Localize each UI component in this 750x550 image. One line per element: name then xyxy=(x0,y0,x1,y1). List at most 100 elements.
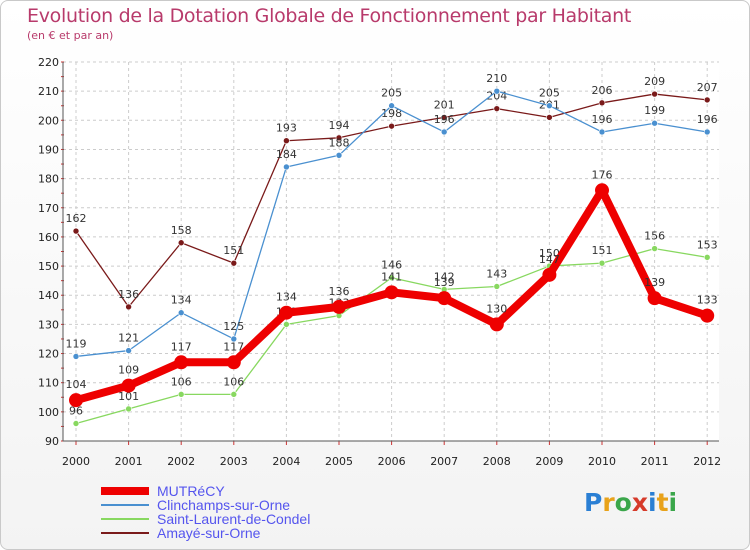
x-tick-label: 2012 xyxy=(693,455,721,468)
data-point-amay-sur-orne xyxy=(230,259,238,267)
logo-letter: i xyxy=(668,488,678,517)
data-label-saint-laurent-de-condel: 156 xyxy=(644,230,665,243)
x-tick-label: 2007 xyxy=(430,455,458,468)
data-point-mutr-cy xyxy=(700,308,715,323)
data-point-clinchamps-sur-orne xyxy=(125,347,132,354)
x-tick-label: 2006 xyxy=(378,455,406,468)
data-point-mutr-cy xyxy=(174,355,189,370)
y-tick-label: 100 xyxy=(38,406,59,419)
data-point-amay-sur-orne xyxy=(125,303,132,311)
data-point-mutr-cy xyxy=(69,393,83,408)
y-tick-label: 220 xyxy=(38,56,59,69)
y-tick-label: 140 xyxy=(38,289,59,302)
data-point-amay-sur-orne xyxy=(493,105,501,112)
data-label-saint-laurent-de-condel: 151 xyxy=(592,244,613,257)
y-tick-label: 160 xyxy=(38,231,59,244)
data-label-amay-sur-orne: 209 xyxy=(644,75,665,88)
x-tick-label: 2000 xyxy=(62,455,90,468)
data-point-saint-laurent-de-condel xyxy=(230,391,238,398)
data-point-clinchamps-sur-orne xyxy=(72,353,80,360)
x-tick-label: 2010 xyxy=(588,455,616,468)
data-label-clinchamps-sur-orne: 188 xyxy=(329,136,350,149)
data-label-amay-sur-orne: 158 xyxy=(171,224,192,237)
data-label-amay-sur-orne: 201 xyxy=(434,98,455,111)
data-point-amay-sur-orne xyxy=(283,137,290,145)
x-tick-label: 2005 xyxy=(325,455,353,468)
y-tick-label: 170 xyxy=(38,202,59,215)
data-label-clinchamps-sur-orne: 196 xyxy=(592,113,613,126)
data-label-amay-sur-orne: 162 xyxy=(66,212,87,225)
data-point-clinchamps-sur-orne xyxy=(177,309,185,317)
data-label-mutr-cy: 136 xyxy=(329,285,350,298)
legend-label-clinchamps-sur-orne: Clinchamps-sur-Orne xyxy=(157,497,290,513)
data-point-mutr-cy xyxy=(437,291,452,306)
data-label-amay-sur-orne: 193 xyxy=(276,122,297,135)
data-label-saint-laurent-de-condel: 153 xyxy=(697,238,718,251)
data-point-amay-sur-orne xyxy=(335,134,343,142)
data-point-clinchamps-sur-orne xyxy=(335,151,343,159)
y-tick-label: 90 xyxy=(45,435,59,448)
data-label-saint-laurent-de-condel: 146 xyxy=(381,259,402,272)
data-label-saint-laurent-de-condel: 150 xyxy=(539,247,560,260)
data-point-clinchamps-sur-orne xyxy=(230,335,238,343)
data-label-clinchamps-sur-orne: 121 xyxy=(118,332,139,345)
data-label-saint-laurent-de-condel: 142 xyxy=(434,270,455,283)
data-point-saint-laurent-de-condel xyxy=(177,391,185,398)
data-point-mutr-cy xyxy=(595,183,609,198)
data-label-clinchamps-sur-orne: 184 xyxy=(276,148,297,161)
y-tick-label: 180 xyxy=(38,173,59,186)
x-tick-label: 2009 xyxy=(535,455,563,468)
data-point-clinchamps-sur-orne xyxy=(703,128,711,136)
logo-letter: r xyxy=(602,488,615,517)
x-tick-label: 2001 xyxy=(115,455,143,468)
data-label-amay-sur-orne: 207 xyxy=(697,81,718,94)
data-point-mutr-cy xyxy=(647,291,662,306)
x-tick-label: 2004 xyxy=(272,455,300,468)
data-point-clinchamps-sur-orne xyxy=(651,119,658,127)
legend-label-amay-sur-orne: Amayé-sur-Orne xyxy=(157,525,261,541)
data-label-mutr-cy: 130 xyxy=(486,302,507,315)
data-label-saint-laurent-de-condel: 101 xyxy=(118,390,139,403)
data-point-saint-laurent-de-condel xyxy=(283,321,290,328)
data-label-clinchamps-sur-orne: 134 xyxy=(171,294,192,307)
legend-label-mutr-cy: MUTRéCY xyxy=(157,483,225,499)
y-tick-label: 190 xyxy=(38,143,59,156)
data-label-saint-laurent-de-condel: 106 xyxy=(223,375,244,388)
chart-subtitle: (en € et par an) xyxy=(27,29,114,42)
legend-label-saint-laurent-de-condel: Saint-Laurent-de-Condel xyxy=(157,511,310,527)
logo-letter: t xyxy=(656,488,669,517)
data-point-clinchamps-sur-orne xyxy=(440,128,448,136)
data-point-clinchamps-sur-orne xyxy=(283,163,290,171)
data-point-amay-sur-orne xyxy=(598,99,606,107)
x-tick-label: 2011 xyxy=(641,455,669,468)
data-point-amay-sur-orne xyxy=(177,239,185,247)
data-point-clinchamps-sur-orne xyxy=(388,102,395,110)
data-point-amay-sur-orne xyxy=(546,114,553,121)
data-point-saint-laurent-de-condel xyxy=(651,245,658,252)
data-point-clinchamps-sur-orne xyxy=(546,102,553,110)
data-point-mutr-cy xyxy=(542,267,557,282)
data-point-amay-sur-orne xyxy=(72,227,80,235)
data-label-mutr-cy: 117 xyxy=(171,340,192,353)
data-label-mutr-cy: 139 xyxy=(434,276,455,289)
proxiti-logo: Proxiti xyxy=(584,488,677,517)
data-point-amay-sur-orne xyxy=(440,114,448,121)
data-point-clinchamps-sur-orne xyxy=(598,128,606,136)
x-tick-label: 2002 xyxy=(167,455,195,468)
data-label-mutr-cy: 133 xyxy=(697,294,718,307)
data-label-mutr-cy: 141 xyxy=(381,270,402,283)
data-point-saint-laurent-de-condel xyxy=(388,274,395,282)
data-label-amay-sur-orne: 194 xyxy=(329,119,350,132)
data-point-mutr-cy xyxy=(226,355,241,370)
logo-letter: x xyxy=(631,488,648,517)
logo-letter: i xyxy=(648,488,657,517)
y-tick-label: 120 xyxy=(38,348,59,361)
data-label-mutr-cy: 109 xyxy=(118,364,139,377)
data-point-mutr-cy xyxy=(332,299,346,314)
data-point-amay-sur-orne xyxy=(388,122,395,130)
data-label-saint-laurent-de-condel: 96 xyxy=(69,405,83,418)
data-label-mutr-cy: 139 xyxy=(644,276,665,289)
data-point-mutr-cy xyxy=(121,378,136,393)
data-point-saint-laurent-de-condel xyxy=(72,420,80,427)
